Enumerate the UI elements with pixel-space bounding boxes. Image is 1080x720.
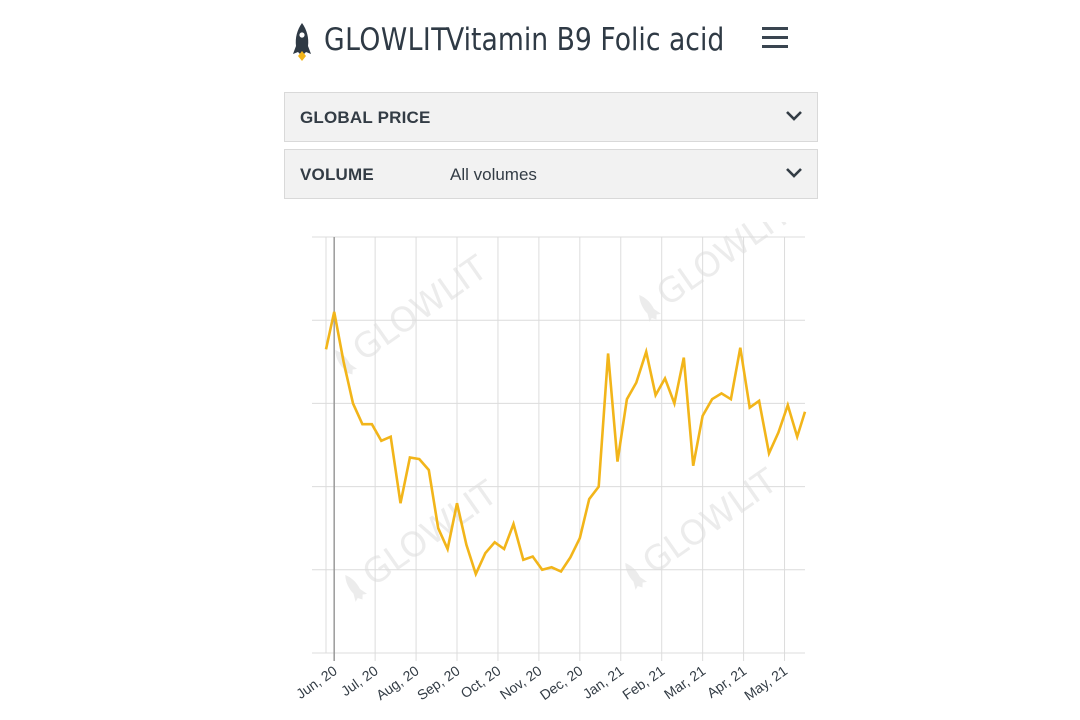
watermark-logo: GLOWLIT	[639, 222, 799, 322]
dropdown-value: All volumes	[450, 165, 537, 184]
watermark-rocket-icon	[345, 574, 368, 602]
hamburger-menu-icon[interactable]	[762, 27, 788, 49]
watermark-logo: GLOWLIT	[335, 248, 495, 377]
x-tick-label: May, 21	[741, 662, 790, 703]
watermark-text: GLOWLIT	[650, 222, 799, 314]
x-tick-label: Jun, 20	[293, 662, 340, 702]
chevron-down-icon[interactable]	[785, 109, 803, 123]
x-tick-label: Sep, 20	[414, 662, 463, 703]
dropdown-label: VOLUME	[300, 165, 374, 184]
rocket-logo-icon[interactable]	[286, 21, 318, 61]
dropdown-label: GLOBAL PRICE	[300, 108, 431, 127]
price-series-line	[324, 311, 807, 578]
x-tick-label: Feb, 21	[619, 662, 667, 702]
volume-dropdown[interactable]: VOLUME All volumes	[284, 149, 818, 199]
watermark-text: GLOWLIT	[346, 248, 495, 369]
brand-name[interactable]: GLOWLIT	[324, 22, 448, 58]
x-tick-label: Aug, 20	[373, 662, 422, 703]
watermark-text: GLOWLIT	[636, 461, 785, 582]
x-tick-label: Nov, 20	[497, 662, 545, 702]
page-title: Vitamin B9 Folic acid	[446, 22, 725, 58]
x-tick-label: Jan, 21	[580, 662, 627, 702]
global-price-dropdown[interactable]: GLOBAL PRICE	[284, 92, 818, 142]
watermark-text: GLOWLIT	[356, 473, 505, 594]
x-tick-label: Oct, 20	[458, 662, 504, 701]
watermark-logo: GLOWLIT	[625, 461, 785, 590]
watermark-rocket-icon	[639, 294, 662, 322]
x-tick-label: Apr, 21	[704, 662, 750, 701]
x-tick-label: Mar, 21	[661, 662, 709, 702]
chevron-down-icon[interactable]	[785, 166, 803, 180]
watermark-rocket-icon	[625, 562, 648, 590]
watermark-rocket-icon	[335, 349, 358, 377]
header: GLOWLIT Vitamin B9 Folic acid	[284, 12, 818, 68]
watermark-logo: GLOWLIT	[345, 473, 505, 602]
x-tick-label: Dec, 20	[537, 662, 586, 703]
